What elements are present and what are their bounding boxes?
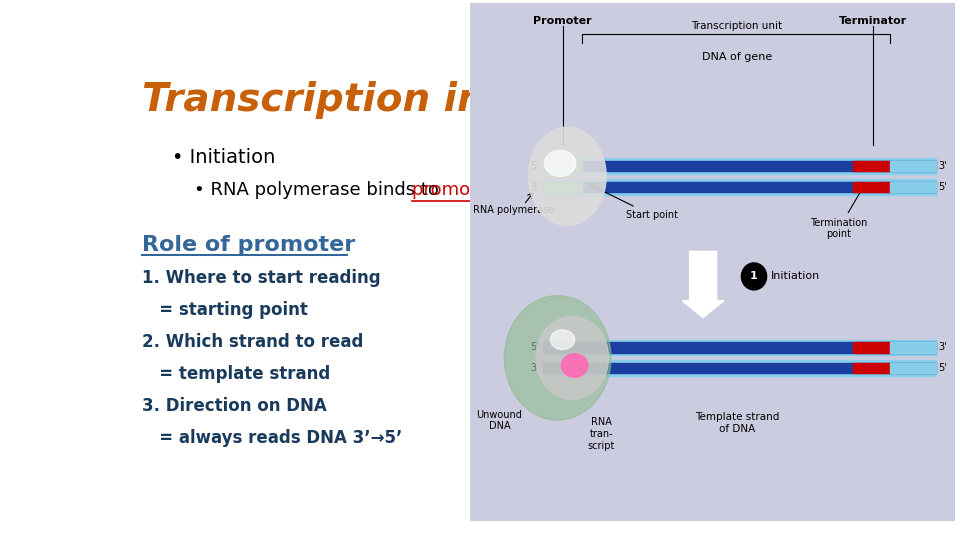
Text: Template strand
of DNA: Template strand of DNA bbox=[695, 412, 780, 434]
Bar bbox=[543, 158, 936, 174]
Text: 5': 5' bbox=[531, 161, 540, 171]
Text: = starting point: = starting point bbox=[142, 301, 308, 319]
Bar bbox=[543, 181, 582, 192]
Text: Transcription in Prokaryotes: Transcription in Prokaryotes bbox=[142, 82, 763, 119]
Text: Initiation: Initiation bbox=[771, 272, 820, 281]
Bar bbox=[543, 342, 936, 353]
Text: Transcription unit: Transcription unit bbox=[691, 21, 782, 31]
Text: 3': 3' bbox=[531, 182, 540, 192]
Text: RNA
tran-
script: RNA tran- script bbox=[588, 417, 615, 450]
Ellipse shape bbox=[504, 295, 611, 420]
Ellipse shape bbox=[529, 127, 606, 226]
Bar bbox=[543, 363, 936, 373]
Text: 5': 5' bbox=[938, 182, 947, 192]
Bar bbox=[543, 181, 936, 192]
Text: 3': 3' bbox=[938, 161, 947, 171]
Text: Role of promoter: Role of promoter bbox=[142, 235, 355, 255]
Bar bbox=[543, 179, 936, 194]
Text: DNA of gene: DNA of gene bbox=[702, 52, 772, 62]
Bar bbox=[890, 363, 936, 373]
Text: on DNA: on DNA bbox=[525, 181, 599, 199]
Bar bbox=[890, 181, 936, 192]
Text: Terminator: Terminator bbox=[839, 16, 907, 26]
Text: 5': 5' bbox=[531, 342, 540, 353]
Bar bbox=[853, 342, 890, 353]
Text: • Initiation: • Initiation bbox=[172, 148, 276, 167]
Bar bbox=[890, 161, 936, 171]
Bar bbox=[853, 161, 890, 171]
Text: promoter sequence: promoter sequence bbox=[413, 181, 588, 199]
FancyArrow shape bbox=[683, 252, 724, 318]
Bar bbox=[853, 363, 890, 373]
Text: 1: 1 bbox=[750, 272, 757, 281]
Bar bbox=[543, 161, 582, 171]
Text: 1. Where to start reading: 1. Where to start reading bbox=[142, 268, 381, 287]
Text: Promoter: Promoter bbox=[533, 16, 591, 26]
Text: 3': 3' bbox=[938, 342, 947, 353]
Text: RNA polymerase: RNA polymerase bbox=[473, 205, 554, 215]
Bar bbox=[543, 340, 936, 355]
Ellipse shape bbox=[544, 151, 576, 177]
Bar bbox=[853, 181, 890, 192]
Text: Termination
point: Termination point bbox=[810, 187, 868, 239]
Text: 3': 3' bbox=[531, 363, 540, 373]
Ellipse shape bbox=[536, 316, 609, 399]
Circle shape bbox=[741, 263, 767, 290]
Ellipse shape bbox=[550, 330, 575, 349]
Text: • RNA polymerase binds to: • RNA polymerase binds to bbox=[194, 181, 445, 199]
Ellipse shape bbox=[562, 354, 588, 377]
Text: Unwound
DNA: Unwound DNA bbox=[476, 410, 522, 431]
Text: Start point: Start point bbox=[590, 185, 678, 220]
Text: = always reads DNA 3’→5’: = always reads DNA 3’→5’ bbox=[142, 429, 402, 447]
Text: 2. Which strand to read: 2. Which strand to read bbox=[142, 333, 364, 350]
Text: = template strand: = template strand bbox=[142, 364, 330, 383]
Bar bbox=[543, 360, 936, 376]
Bar bbox=[890, 342, 936, 353]
Text: 3. Direction on DNA: 3. Direction on DNA bbox=[142, 396, 327, 415]
Text: 5': 5' bbox=[938, 363, 947, 373]
Bar bbox=[543, 161, 936, 171]
